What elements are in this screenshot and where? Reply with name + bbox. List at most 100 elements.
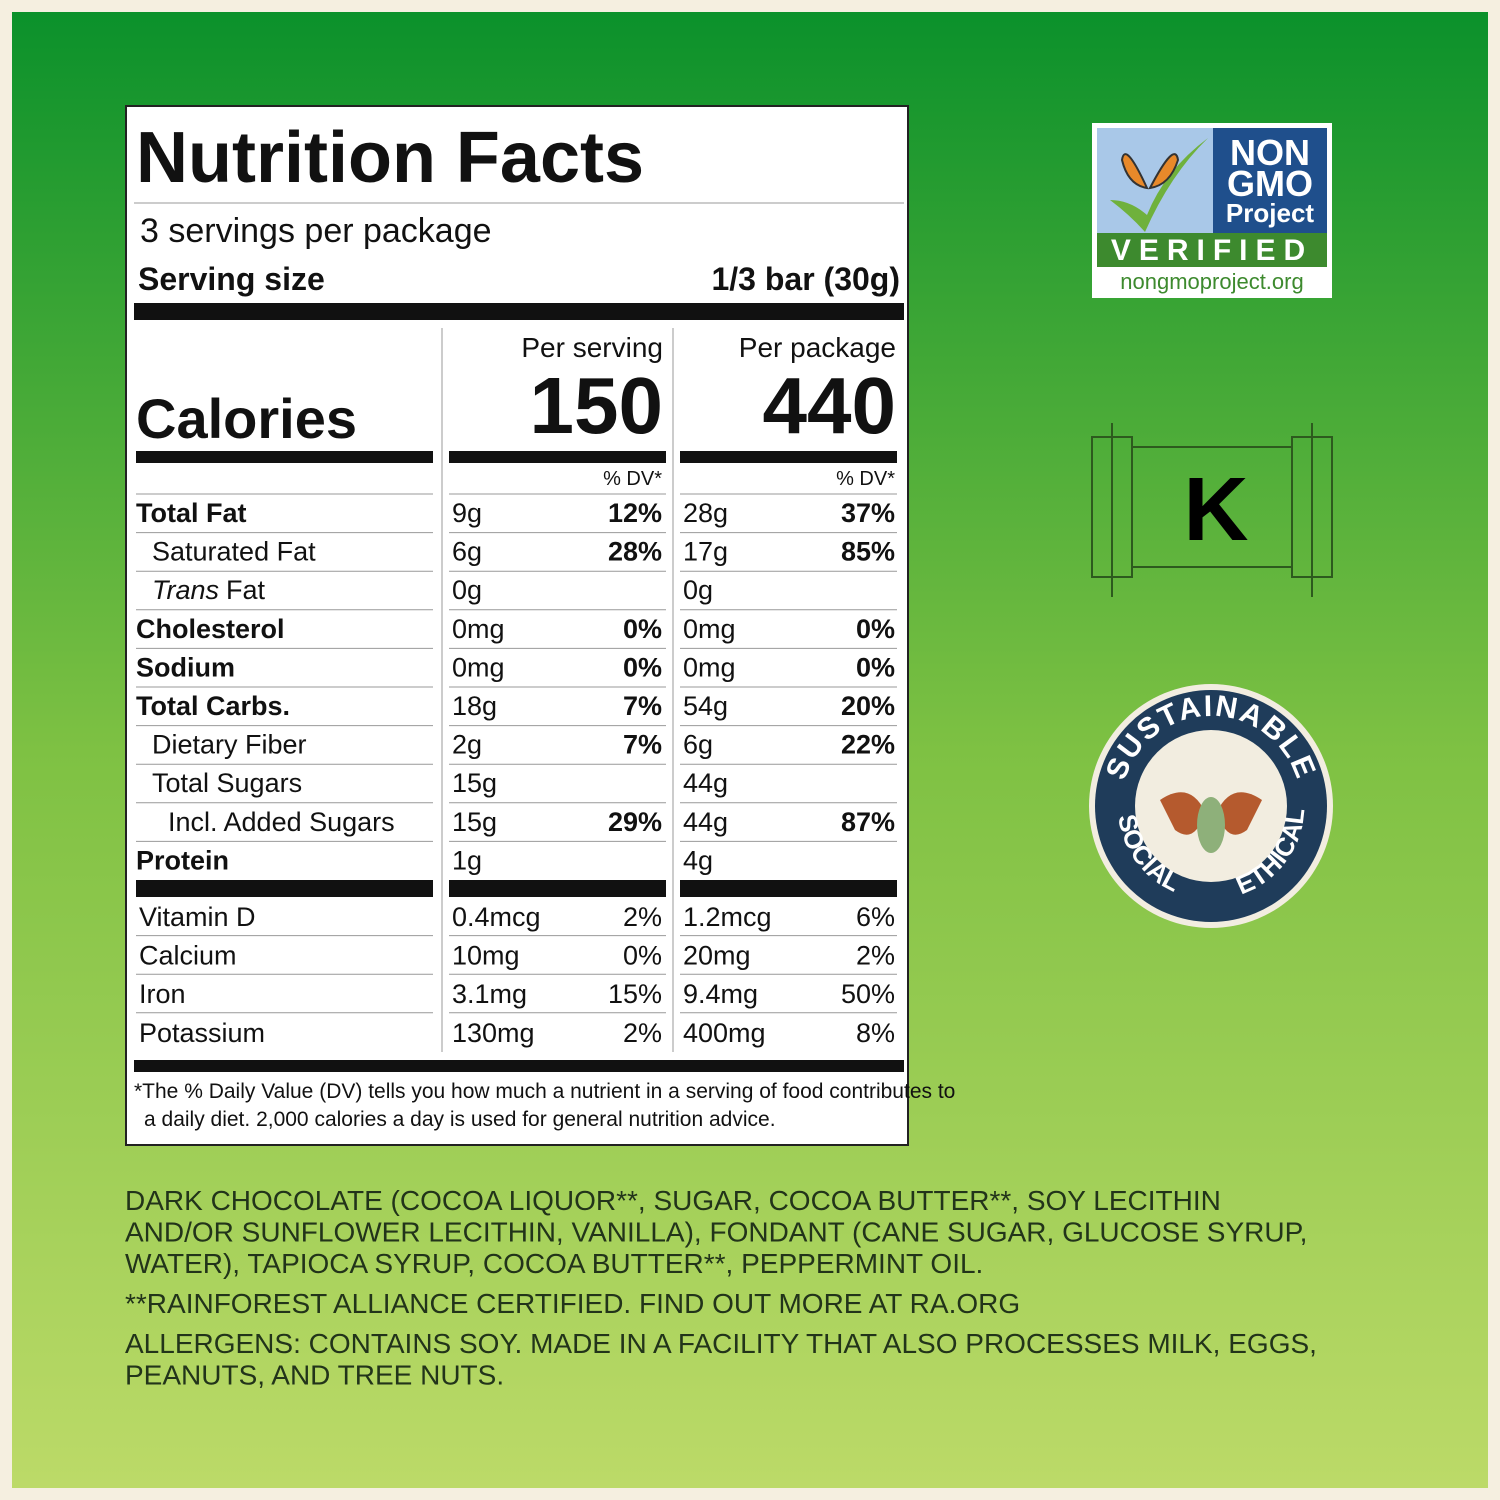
nutrient-name: Dietary Fiber <box>152 730 307 760</box>
footnote: a daily diet. 2,000 calories a day is us… <box>144 1108 776 1131</box>
bean <box>1197 797 1225 853</box>
nutrient-name: Cholesterol <box>136 614 285 644</box>
nutrient-name-text: Total Carbs. <box>136 691 290 721</box>
dv: 12% <box>608 498 662 528</box>
dv: 50% <box>841 979 895 1009</box>
dv: 85% <box>841 537 895 567</box>
nutrient-name-text: Protein <box>136 845 229 875</box>
nutrient-name: Protein <box>136 845 229 875</box>
dv: 8% <box>856 1018 895 1048</box>
amount: 0.4mcg <box>452 902 541 932</box>
butterfly <box>1120 153 1180 190</box>
dv-header: % DV* <box>603 468 662 490</box>
ingredient-line: DARK CHOCOLATE (COCOA LIQUOR**, SUGAR, C… <box>125 1185 1221 1216</box>
amount: 44g <box>683 807 728 837</box>
ingredient-line: WATER), TAPIOCA SYRUP, COCOA BUTTER**, P… <box>125 1248 983 1279</box>
dv: 0% <box>856 614 895 644</box>
label-box <box>125 105 909 1146</box>
vitamin-name: Iron <box>139 979 186 1009</box>
bar <box>136 451 433 463</box>
thick-bar <box>134 303 904 320</box>
nutrient-name: Trans Fat <box>152 575 266 605</box>
ingredient-line: ALLERGENS: CONTAINS SOY. MADE IN A FACIL… <box>125 1328 1317 1359</box>
amount: 2g <box>452 730 482 760</box>
dv: 6% <box>856 902 895 932</box>
dv: 15% <box>608 979 662 1009</box>
dv: 29% <box>608 807 662 837</box>
nutrient-name-text: Fat <box>226 575 266 605</box>
amount: 0mg <box>452 614 505 644</box>
nutrient-name-text: Total Fat <box>136 498 247 528</box>
bar <box>136 880 433 897</box>
nutrition-label: Nutrition Facts 3 servings per package Ser… <box>134 118 955 1131</box>
bar <box>680 451 897 463</box>
title: Nutrition Facts <box>136 118 644 198</box>
amount: 0g <box>683 575 713 605</box>
serving-size: 1/3 bar (30g) <box>711 261 900 297</box>
footnote: *The % Daily Value (DV) tells you how mu… <box>134 1080 955 1103</box>
verified: VERIFIED <box>1111 234 1313 267</box>
column-header: Per serving <box>521 332 663 363</box>
non-gmo-badge: NON GMO Project VERIFIED nongmoproject.org <box>1092 123 1332 298</box>
calories-value: 150 <box>530 361 663 450</box>
kosher-badge: K <box>1091 423 1333 597</box>
amount: 15g <box>452 768 497 798</box>
badge-blue <box>1213 128 1327 233</box>
dv: 0% <box>623 941 662 971</box>
dv: 2% <box>623 902 662 932</box>
dv: 28% <box>608 537 662 567</box>
dv: 0% <box>856 652 895 682</box>
nutrient-name-text: Incl. Added Sugars <box>168 807 395 837</box>
nutrient-name: Total Sugars <box>152 768 302 798</box>
amount: 9g <box>452 498 482 528</box>
badge-line: Project <box>1226 198 1314 228</box>
amount: 400mg <box>683 1018 766 1048</box>
amount: 0mg <box>683 652 736 682</box>
amount: 10mg <box>452 941 520 971</box>
nutrient-name-text: Dietary Fiber <box>152 730 307 760</box>
dv: 7% <box>623 691 662 721</box>
dv: 7% <box>623 730 662 760</box>
amount: 6g <box>452 537 482 567</box>
amount: 20mg <box>683 941 751 971</box>
bar <box>449 880 666 897</box>
nutrient-name: Total Fat <box>136 498 247 528</box>
vitamin-name: Potassium <box>139 1018 265 1048</box>
amount: 9.4mg <box>683 979 758 1009</box>
ingredient-line: **RAINFOREST ALLIANCE CERTIFIED. FIND OU… <box>125 1288 1020 1319</box>
servings: 3 servings per package <box>140 212 492 250</box>
scroll-body <box>1131 446 1293 568</box>
verified-band <box>1097 233 1327 267</box>
column-header: Per package <box>739 332 896 363</box>
vitamin-name: Calcium <box>139 941 237 971</box>
amount: 54g <box>683 691 728 721</box>
nutrient-name: Incl. Added Sugars <box>168 807 395 837</box>
thick-bar <box>134 1060 904 1072</box>
amount: 0mg <box>683 614 736 644</box>
ingredient-line: PEANUTS, AND TREE NUTS. <box>125 1360 504 1391</box>
nutrient-name: Total Carbs. <box>136 691 290 721</box>
check <box>1110 138 1208 232</box>
nutrient-name-italic: Trans <box>152 575 219 605</box>
dv: 37% <box>841 498 895 528</box>
amount: 44g <box>683 768 728 798</box>
dv: 22% <box>841 730 895 760</box>
nutrient-name: Saturated Fat <box>152 537 316 567</box>
dv: 2% <box>856 941 895 971</box>
calories-value: 440 <box>763 361 896 450</box>
amount: 17g <box>683 537 728 567</box>
nutrient-name-text: Sodium <box>136 652 235 682</box>
amount: 1g <box>452 845 482 875</box>
calories-label: Calories <box>136 387 357 450</box>
badge-line: GMO <box>1227 163 1313 204</box>
serving-size-label: Serving size <box>138 261 325 297</box>
nutrient-name: Sodium <box>136 652 235 682</box>
amount: 0g <box>452 575 482 605</box>
nutrient-name-text: Cholesterol <box>136 614 285 644</box>
badge-line: NON <box>1230 132 1310 173</box>
dv: 0% <box>623 652 662 682</box>
badge-url: nongmoproject.org <box>1120 269 1303 294</box>
dv: 0% <box>623 614 662 644</box>
dv: 20% <box>841 691 895 721</box>
